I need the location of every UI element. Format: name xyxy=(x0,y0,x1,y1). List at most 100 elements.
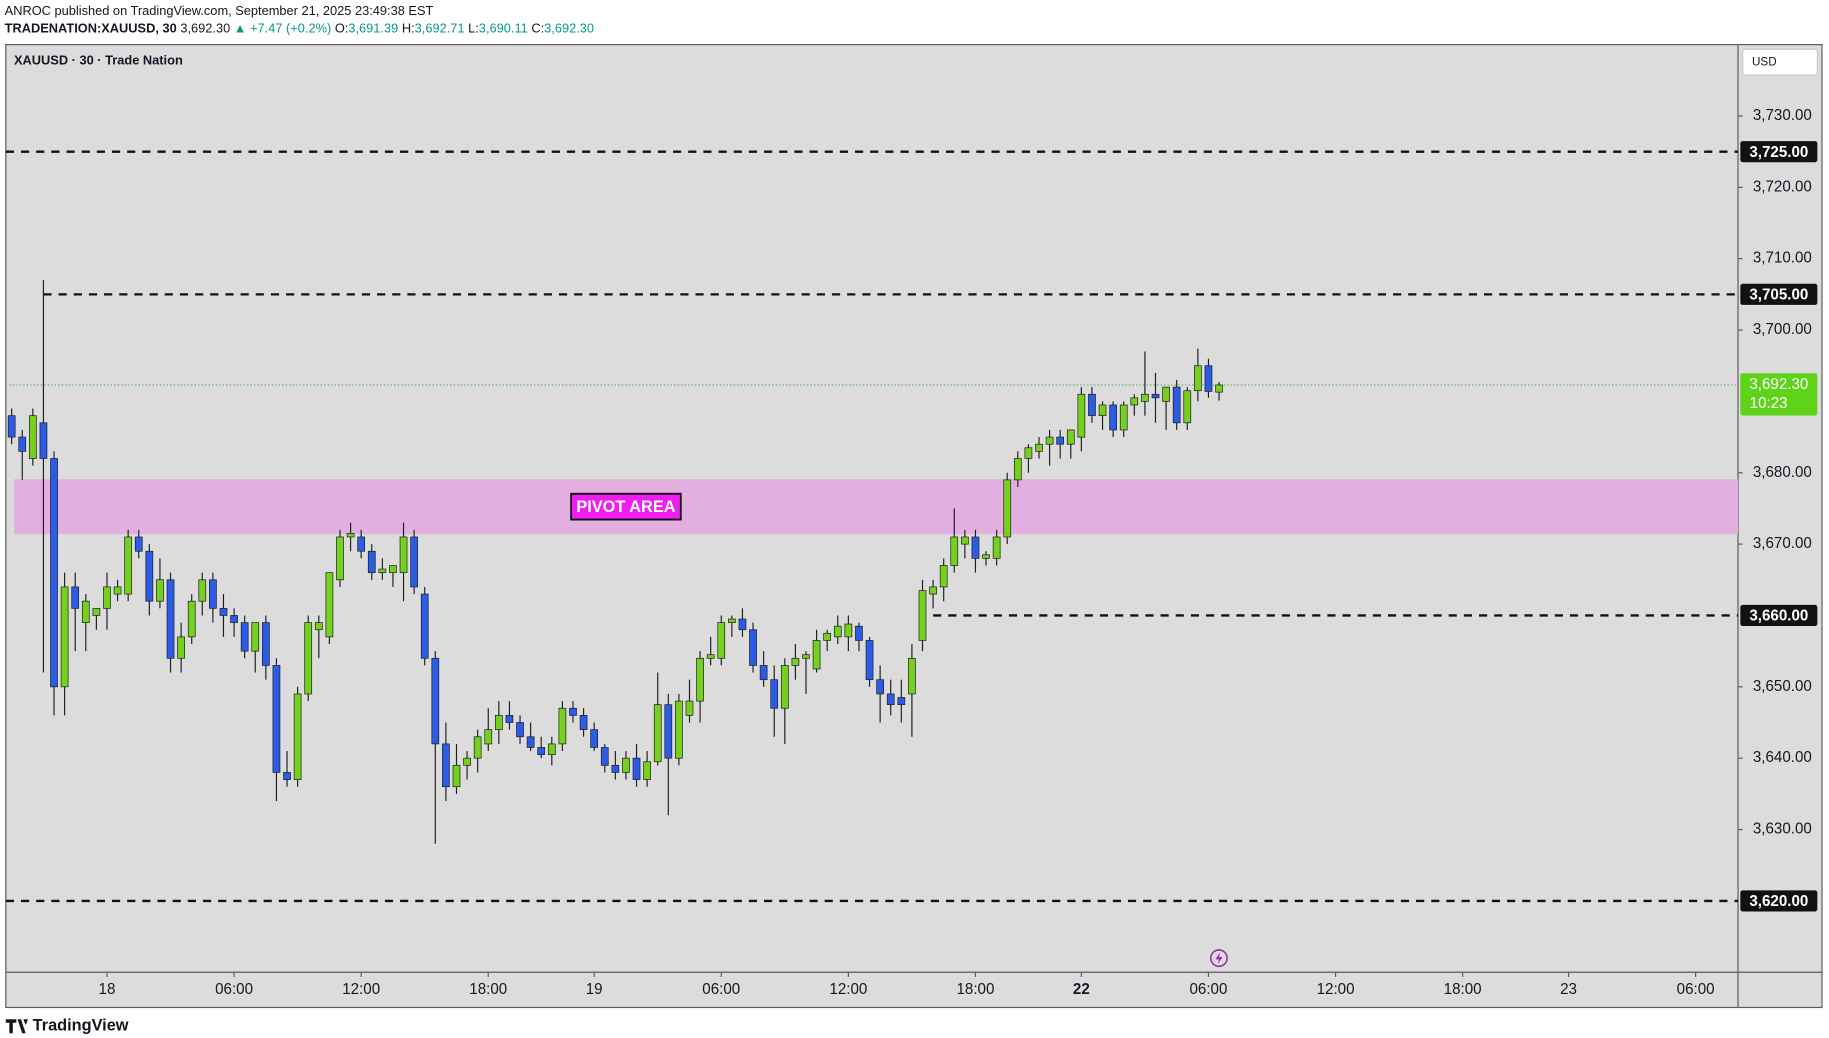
candle-body xyxy=(187,600,196,638)
candle-body xyxy=(1003,479,1012,538)
x-tick-label: 18:00 xyxy=(469,981,507,998)
x-tick-label: 18:00 xyxy=(1444,981,1482,998)
close: 3,692.30 xyxy=(544,21,594,36)
candle-body xyxy=(886,693,895,706)
candle-body xyxy=(1056,436,1065,445)
pivot-label: PIVOT AREA xyxy=(576,498,675,516)
candle-body xyxy=(251,622,260,652)
candle-body xyxy=(728,618,736,623)
x-tick-label: 06:00 xyxy=(1677,981,1715,998)
candle-body xyxy=(1035,443,1043,452)
candle-body xyxy=(685,700,694,716)
candle-body xyxy=(738,618,747,631)
candle-body xyxy=(1172,386,1181,424)
candle-body xyxy=(145,550,154,602)
y-tick-label: 3,700.00 xyxy=(1753,321,1812,338)
candle-body xyxy=(664,704,673,759)
candle-body xyxy=(134,536,143,552)
level-label-box xyxy=(1740,283,1818,305)
candle-body xyxy=(706,654,715,659)
x-tick-label: 19 xyxy=(586,981,603,998)
candle-body xyxy=(611,764,620,773)
publisher-line: ANROC published on TradingView.com, Sept… xyxy=(5,3,434,18)
candle-body xyxy=(1024,447,1033,459)
x-tick-label: 12:00 xyxy=(829,981,867,998)
pivot-zone xyxy=(13,479,1739,535)
level-label-box xyxy=(1740,604,1818,627)
y-tick-label: 3,680.00 xyxy=(1753,464,1812,481)
candle-body xyxy=(876,679,884,695)
candle-body xyxy=(1098,404,1107,417)
candle-body xyxy=(950,536,959,566)
candle-body xyxy=(261,622,270,666)
candle-body xyxy=(802,654,810,659)
candle-body xyxy=(1215,384,1223,393)
candle-body xyxy=(113,586,122,595)
level-label: 3,725.00 xyxy=(1749,144,1808,161)
candle-body xyxy=(431,657,440,745)
candle-body xyxy=(908,657,916,695)
candle-body xyxy=(420,593,429,659)
candle-body xyxy=(484,729,493,745)
pivot-label-box xyxy=(570,492,682,521)
candle-body xyxy=(622,757,630,773)
candle-body xyxy=(92,607,101,616)
lightning-icon[interactable] xyxy=(1210,949,1228,968)
candle-body xyxy=(579,715,588,730)
low: 3,690.11 xyxy=(479,21,528,36)
candle-body xyxy=(166,579,175,659)
y-tick-label: 3,670.00 xyxy=(1753,535,1812,552)
candle-body xyxy=(1077,393,1086,438)
candle-body xyxy=(865,640,874,681)
candle-body xyxy=(357,536,366,552)
candle-body xyxy=(632,757,641,780)
candle-body xyxy=(177,636,185,659)
candle-body xyxy=(1204,365,1213,392)
close-label: C: xyxy=(531,21,544,36)
candle-body xyxy=(558,707,567,745)
y-tick-label: 3,720.00 xyxy=(1753,178,1812,195)
candle-body xyxy=(1194,365,1202,392)
brand-logo: TradingView xyxy=(5,1017,129,1035)
x-tick-label: 12:00 xyxy=(1317,981,1355,998)
candle-body xyxy=(124,536,133,595)
candle-body xyxy=(81,600,90,623)
high-label: H: xyxy=(402,21,415,36)
candle-body xyxy=(230,615,238,623)
candle-body xyxy=(293,693,302,780)
candle-body xyxy=(653,704,662,763)
countdown-label: 10:23 xyxy=(1750,395,1788,412)
candle-body xyxy=(495,715,503,730)
candle-body xyxy=(1119,404,1128,431)
candle-body xyxy=(547,743,556,755)
candle-body xyxy=(1066,429,1075,445)
candle-body xyxy=(240,622,249,652)
candle-body xyxy=(833,625,842,638)
candle-body xyxy=(219,607,228,616)
candle-body xyxy=(60,586,69,688)
candle-body xyxy=(791,657,800,666)
candle-body xyxy=(643,761,651,780)
y-tick-label: 3,630.00 xyxy=(1753,821,1812,838)
candle-body xyxy=(452,764,461,788)
x-tick-label: 06:00 xyxy=(215,981,253,998)
currency-box[interactable] xyxy=(1742,48,1818,76)
icon-circle xyxy=(1210,949,1228,968)
candle-body xyxy=(823,632,832,641)
x-tick-label: 23 xyxy=(1560,981,1577,998)
candle-body xyxy=(1141,393,1149,402)
x-tick-label: 06:00 xyxy=(702,981,740,998)
candle-body xyxy=(410,536,418,588)
x-tick-label: 06:00 xyxy=(1189,981,1227,998)
candle-body xyxy=(717,622,726,659)
level-label-box xyxy=(1740,890,1818,912)
currency: USD xyxy=(1752,55,1777,68)
candle-body xyxy=(283,772,291,780)
candle-body xyxy=(473,736,482,759)
x-tick-label: 22 xyxy=(1073,981,1090,998)
candle-body xyxy=(325,572,334,638)
candle-body xyxy=(39,422,48,459)
symbol-line: TRADENATION:XAUUSD, 30 3,692.30 ▲ +7.47 … xyxy=(5,21,594,36)
candle-body xyxy=(992,536,1001,559)
